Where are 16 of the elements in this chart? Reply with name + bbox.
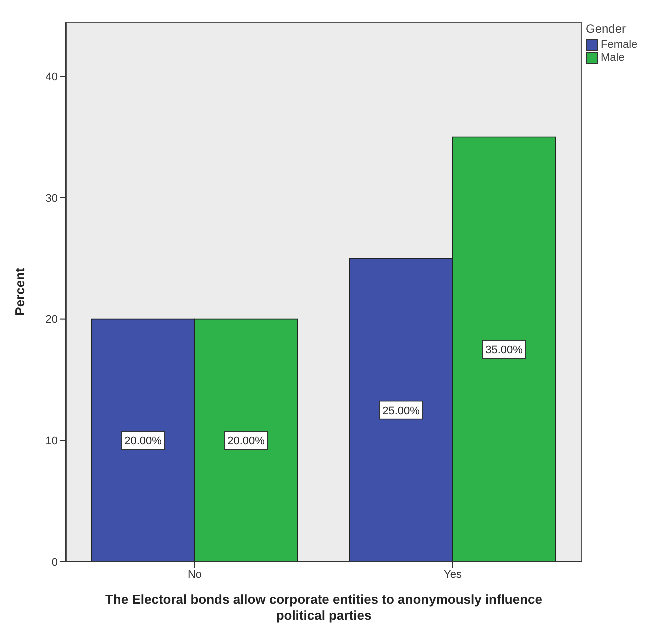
data-label: 35.00% <box>486 344 524 357</box>
x-axis-title: The Electoral bonds allow corporate entities to anonymously influence political parties <box>104 592 544 624</box>
x-tick-label: Yes <box>444 568 462 581</box>
y-axis-title: Percent <box>12 267 28 316</box>
y-tick-label: 40 <box>46 72 58 84</box>
data-label: 25.00% <box>382 405 420 418</box>
legend-label: Male <box>601 52 625 64</box>
data-label: 20.00% <box>124 436 162 448</box>
y-tick-label: 30 <box>46 192 58 205</box>
legend-label: Female <box>601 39 638 51</box>
y-tick-label: 20 <box>46 314 58 326</box>
x-tick-label: No <box>188 568 202 581</box>
y-tick-label: 0 <box>52 556 58 569</box>
legend-title: Gender <box>586 22 628 36</box>
data-label: 20.00% <box>228 436 266 448</box>
y-tick-label: 10 <box>46 436 58 448</box>
